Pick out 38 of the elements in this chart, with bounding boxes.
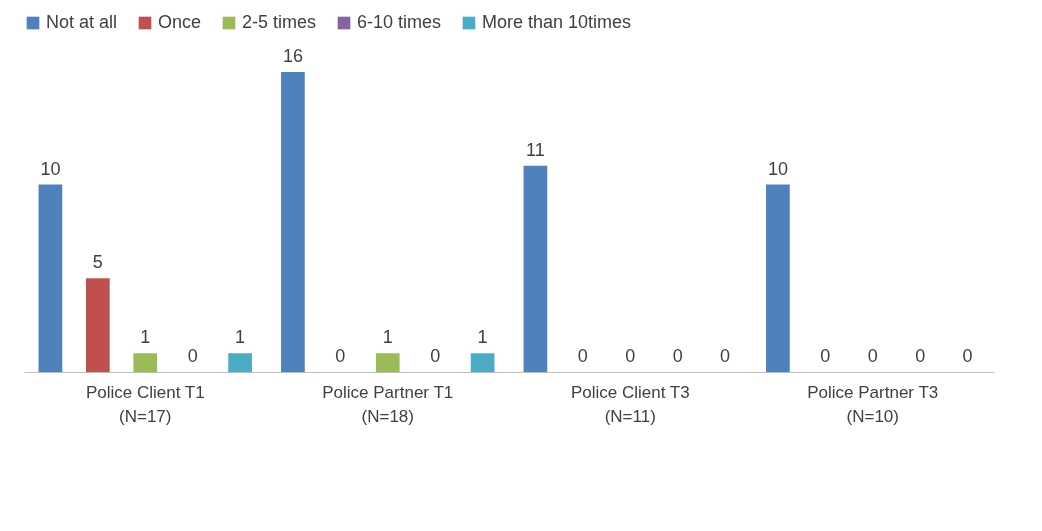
data-label: 0	[820, 346, 831, 366]
bar	[85, 278, 110, 373]
data-label: 0	[335, 346, 346, 366]
legend-label: Once	[158, 12, 202, 32]
data-label: 0	[720, 346, 731, 366]
data-label: 0	[672, 346, 683, 366]
data-label: 0	[625, 346, 636, 366]
legend-label: 2-5 times	[242, 12, 317, 32]
x-tick-label: Police Partner T1 (N=18)	[322, 382, 454, 426]
legend-label: Not at all	[46, 12, 118, 32]
data-label: 10	[767, 158, 788, 179]
bar	[133, 353, 158, 373]
data-label: 16	[282, 46, 303, 66]
data-label: 10	[40, 158, 61, 179]
data-label: 0	[962, 346, 973, 366]
x-tick-label: Police Client T3 (N=11)	[570, 382, 690, 426]
bar	[375, 353, 400, 373]
data-label: 5	[92, 252, 103, 273]
x-tick-label: Police Client T1 (N=17)	[85, 382, 205, 426]
data-label: 0	[867, 346, 878, 366]
data-label: 1	[140, 327, 151, 348]
data-label: 1	[382, 327, 393, 348]
data-label: 0	[430, 346, 441, 366]
x-tick-label: Police Partner T3 (N=10)	[807, 382, 939, 426]
data-label: 1	[477, 327, 488, 348]
legend-label: More than 10times	[482, 12, 632, 32]
data-label: 0	[915, 346, 926, 366]
legend-label: 6-10 times	[357, 12, 442, 32]
bar	[227, 353, 253, 373]
bar	[280, 71, 306, 373]
data-label: 11	[526, 139, 545, 160]
data-label: 0	[187, 346, 198, 366]
bar	[523, 165, 548, 373]
bar	[765, 184, 791, 373]
data-label: 0	[577, 346, 588, 366]
bar	[38, 184, 63, 373]
data-label: 1	[235, 327, 246, 348]
bar	[470, 353, 495, 373]
